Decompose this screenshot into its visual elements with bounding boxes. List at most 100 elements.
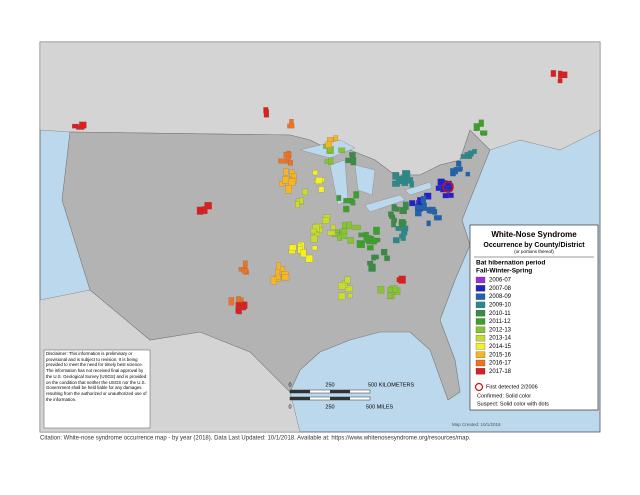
legend-label: 2016-17 [489, 361, 512, 367]
county-patch [437, 178, 445, 186]
legend-first-detected: First detected 2/2006 [486, 384, 538, 390]
county-patch [235, 307, 241, 314]
county-patch [315, 177, 323, 184]
legend-swatch [475, 326, 486, 333]
county-patch [287, 123, 295, 129]
county-patch [398, 275, 406, 284]
county-patch [311, 245, 318, 251]
county-patch [276, 262, 281, 270]
county-patch [337, 234, 342, 241]
scale-mi-label: 250 [325, 404, 334, 410]
county-patch [330, 224, 336, 230]
legend-swatch [475, 301, 486, 309]
county-patch [465, 171, 471, 177]
county-patch [367, 260, 374, 266]
county-patch [243, 260, 248, 268]
county-patch [400, 233, 406, 241]
legend-note: (or portions thereof) [514, 249, 554, 254]
county-patch [270, 276, 277, 285]
county-patch [394, 206, 400, 212]
county-patch [291, 173, 297, 179]
county-patch [350, 199, 356, 206]
legend-swatch [475, 368, 486, 375]
county-patch [345, 157, 352, 164]
legend-label: 2010-11 [489, 311, 511, 317]
county-patch [312, 170, 318, 176]
county-patch [380, 248, 388, 256]
county-patch [310, 234, 318, 243]
county-patch [236, 296, 241, 302]
county-patch [557, 70, 563, 79]
county-patch [442, 193, 449, 199]
legend-label: 2007-08 [489, 286, 512, 292]
legend-label: 2011-12 [489, 319, 511, 325]
county-patch [342, 222, 347, 229]
county-patch [478, 119, 484, 127]
county-patch [399, 207, 407, 215]
county-patch [241, 303, 246, 311]
scale-bar-km-seg [330, 390, 350, 393]
county-patch [340, 228, 348, 234]
legend-confirmed: Confirmed: Solid color [477, 393, 531, 399]
legend-label: 2009-10 [489, 302, 512, 308]
county-patch [228, 297, 235, 306]
scale-mi-label: 0 [288, 404, 291, 410]
first-detected-site [442, 181, 454, 193]
legend-period-subtitle: Fall-Winter-Spring [476, 268, 532, 275]
county-patch [392, 172, 400, 180]
county-patch [479, 130, 488, 135]
county-patch [338, 147, 346, 153]
county-patch [352, 224, 361, 231]
county-patch [433, 215, 442, 221]
county-patch [327, 147, 333, 153]
county-patch [391, 220, 396, 228]
county-patch [472, 149, 477, 154]
county-patch [327, 230, 336, 236]
county-patch [281, 274, 290, 281]
county-patch [349, 152, 356, 157]
legend-label: 2017-18 [489, 369, 512, 375]
county-patch [392, 237, 400, 244]
county-patch [328, 157, 334, 165]
citation: Citation: White-nose syndrome occurrence… [40, 436, 471, 442]
legend-subtitle: Occurrence by County/District [483, 242, 585, 249]
county-patch [204, 202, 212, 210]
scale-bar-mi-seg [290, 397, 310, 400]
scale-mi-label: 500 MILES [366, 404, 394, 410]
county-patch [414, 204, 423, 210]
county-patch [356, 240, 365, 248]
county-patch [279, 181, 285, 187]
county-patch [367, 245, 374, 251]
legend-label: 2008-09 [489, 294, 512, 300]
county-patch [241, 268, 248, 274]
scale-km-label: 250 [325, 382, 334, 388]
legend-swatch [475, 293, 486, 300]
county-patch [422, 202, 427, 211]
county-patch [263, 107, 269, 114]
county-patch [300, 249, 307, 258]
county-patch [343, 205, 350, 213]
county-patch [409, 200, 416, 207]
legend-swatch [475, 343, 486, 350]
disclaimer-wrap: Disclaimer: This information is prelimin… [46, 351, 147, 402]
county-patch [288, 178, 296, 186]
legend-swatch [475, 276, 486, 284]
county-patch [450, 168, 456, 177]
county-patch [302, 188, 309, 196]
county-patch [426, 206, 432, 214]
county-patch [278, 158, 287, 164]
county-patch [432, 209, 438, 215]
county-patch [353, 191, 360, 199]
legend-label: 2013-14 [489, 336, 512, 342]
county-patch [79, 121, 87, 129]
county-patch [327, 137, 334, 143]
county-patch [387, 287, 393, 293]
county-patch [336, 195, 342, 201]
county-patch [282, 176, 290, 184]
county-patch [346, 221, 353, 230]
legend-swatch [475, 310, 486, 317]
county-patch [374, 254, 379, 260]
legend-suspect: Suspect: Solid color with dots [477, 401, 549, 407]
county-patches [72, 70, 568, 315]
